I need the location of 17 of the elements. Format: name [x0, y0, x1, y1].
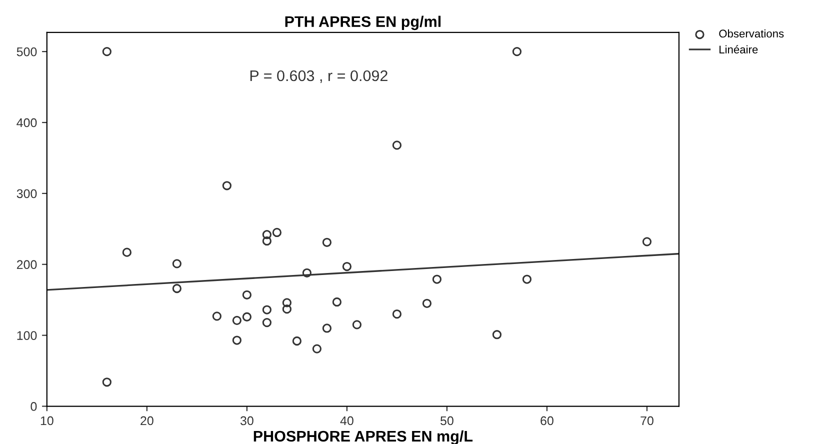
y-tick-label: 400: [16, 118, 37, 128]
x-tick-label: 70: [640, 416, 654, 426]
x-tick-label: 20: [140, 416, 154, 426]
legend-label: Linéaire: [720, 45, 758, 54]
y-tick-label: 300: [16, 189, 37, 198]
y-tick-label: 200: [16, 260, 37, 270]
chart-title: PTH APRES EN pg/ml: [285, 16, 441, 30]
x-tick-label: 60: [540, 416, 554, 426]
annotation: P = 0.603 , r = 0.092: [250, 70, 388, 83]
y-tick-label: 100: [17, 331, 37, 340]
x-tick-label: 10: [40, 416, 54, 426]
y-tick-label: 500: [16, 47, 37, 56]
legend-label: Observations: [719, 29, 784, 38]
y-tick-label: 0: [30, 402, 37, 411]
x-tick-label: 50: [440, 416, 454, 426]
x-tick-label: 30: [240, 416, 254, 426]
x-tick-label: 40: [340, 416, 354, 426]
